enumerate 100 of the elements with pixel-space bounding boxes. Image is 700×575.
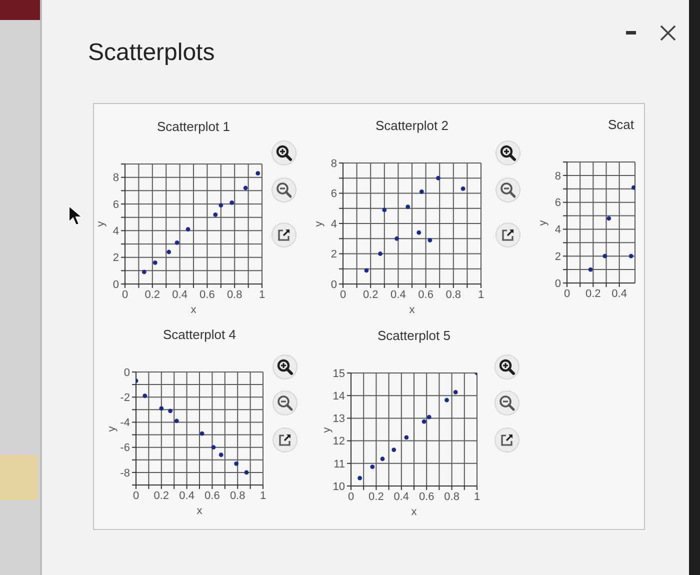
x-tick-label: 0.2 <box>144 288 160 301</box>
point <box>436 176 440 180</box>
y-tick-label: -8 <box>120 467 130 480</box>
y-tick-label: 15 <box>332 368 345 380</box>
y-tick-label: 2 <box>112 252 119 264</box>
x-tick-label: 0.4 <box>179 490 194 502</box>
y-tick-label: 4 <box>112 226 119 238</box>
point <box>218 203 224 208</box>
x-tick-label: 0.2 <box>368 490 384 503</box>
point <box>234 461 239 466</box>
y-axis-title: y <box>106 426 118 432</box>
point <box>428 238 432 242</box>
point <box>244 470 249 475</box>
y-tick-label: 0 <box>554 278 561 290</box>
y-tick-label: 14 <box>332 390 345 403</box>
chart-title: Scatterplot 5 <box>378 328 450 343</box>
x-axis-title: x <box>190 304 196 316</box>
point <box>394 236 400 241</box>
x-axis-title: x <box>409 304 415 316</box>
point <box>358 476 362 480</box>
x-tick-label: 0.8 <box>226 288 242 301</box>
y-tick-label: 10 <box>332 480 345 493</box>
y-axis-title: y <box>95 221 107 227</box>
point <box>422 419 426 424</box>
chart-title: Scatterplot 1 <box>157 119 230 134</box>
x-tick-label: 0.4 <box>172 288 188 301</box>
x-axis-title: x <box>411 506 417 518</box>
x-tick-label: 0.2 <box>586 288 601 300</box>
point <box>602 254 608 258</box>
text: Scatterplots <box>88 39 215 66</box>
y-axis-title: y <box>321 426 333 432</box>
point <box>168 408 172 414</box>
x-tick-label: 0.4 <box>390 288 406 301</box>
y-tick-label: 4 <box>330 218 337 230</box>
x-tick-label: 0.6 <box>418 490 434 503</box>
point <box>382 208 387 212</box>
x-tick-label: 0 <box>564 288 570 300</box>
y-tick-label: 2 <box>330 248 337 261</box>
x-tick-label: 0.2 <box>154 490 170 502</box>
x-tick-label: 1 <box>260 490 266 502</box>
point <box>419 190 424 194</box>
chart-title: Scatterplot 4 <box>163 327 236 342</box>
x-tick-label: 0 <box>132 490 140 502</box>
point <box>213 212 218 217</box>
y-tick-label: 4 <box>554 224 561 236</box>
x-tick-label: 0.6 <box>200 288 215 301</box>
point <box>378 252 382 256</box>
x-axis-title: x <box>196 505 202 517</box>
point <box>364 268 369 273</box>
point <box>256 171 260 176</box>
chart-title: Scatterplot 2 <box>376 118 448 133</box>
y-tick-label: 8 <box>112 172 119 184</box>
y-tick-label: 0 <box>330 278 337 291</box>
y-tick-label: -4 <box>120 417 130 430</box>
y-tick-label: -2 <box>120 392 130 404</box>
point <box>142 270 146 274</box>
point <box>230 200 234 205</box>
y-tick-label: 6 <box>554 197 561 210</box>
x-tick-label: 0.8 <box>446 288 462 301</box>
x-tick-label: 0.2 <box>362 288 378 301</box>
point <box>174 418 179 424</box>
point <box>416 230 422 235</box>
point <box>460 186 466 191</box>
y-tick-label: 6 <box>112 198 119 211</box>
y-tick-label: 0 <box>124 366 130 379</box>
point <box>166 250 172 254</box>
point <box>243 186 248 190</box>
point <box>142 394 148 398</box>
point <box>404 435 409 440</box>
point <box>406 204 410 210</box>
chart-title: Scat <box>608 117 634 132</box>
point <box>218 452 224 458</box>
point <box>186 227 190 232</box>
x-tick-label: 1 <box>474 490 480 503</box>
y-axis-title: y <box>537 220 549 226</box>
x-tick-label: 0.8 <box>230 490 246 502</box>
point <box>631 185 635 190</box>
y-tick-label: -6 <box>120 442 130 454</box>
point <box>588 267 593 272</box>
x-tick-label: 0.4 <box>612 288 627 300</box>
point <box>211 445 216 450</box>
y-tick-label: 6 <box>330 188 337 200</box>
point <box>174 240 180 245</box>
y-tick-label: 8 <box>330 158 337 170</box>
x-tick-label: 0 <box>348 490 354 503</box>
x-tick-label: 1 <box>258 288 266 301</box>
point <box>370 464 375 469</box>
point <box>152 260 158 265</box>
x-tick-label: 0.4 <box>394 490 410 503</box>
y-tick-label: 0 <box>112 278 119 291</box>
point <box>606 216 612 221</box>
x-tick-label: 0.6 <box>204 490 220 502</box>
y-tick-label: 12 <box>332 436 345 448</box>
y-tick-label: 11 <box>334 458 345 470</box>
x-tick-label: 0.6 <box>418 288 434 301</box>
point <box>453 390 458 394</box>
y-tick-label: 8 <box>554 170 561 182</box>
x-tick-label: 0.8 <box>444 490 460 503</box>
point <box>426 414 432 420</box>
point <box>444 398 449 402</box>
